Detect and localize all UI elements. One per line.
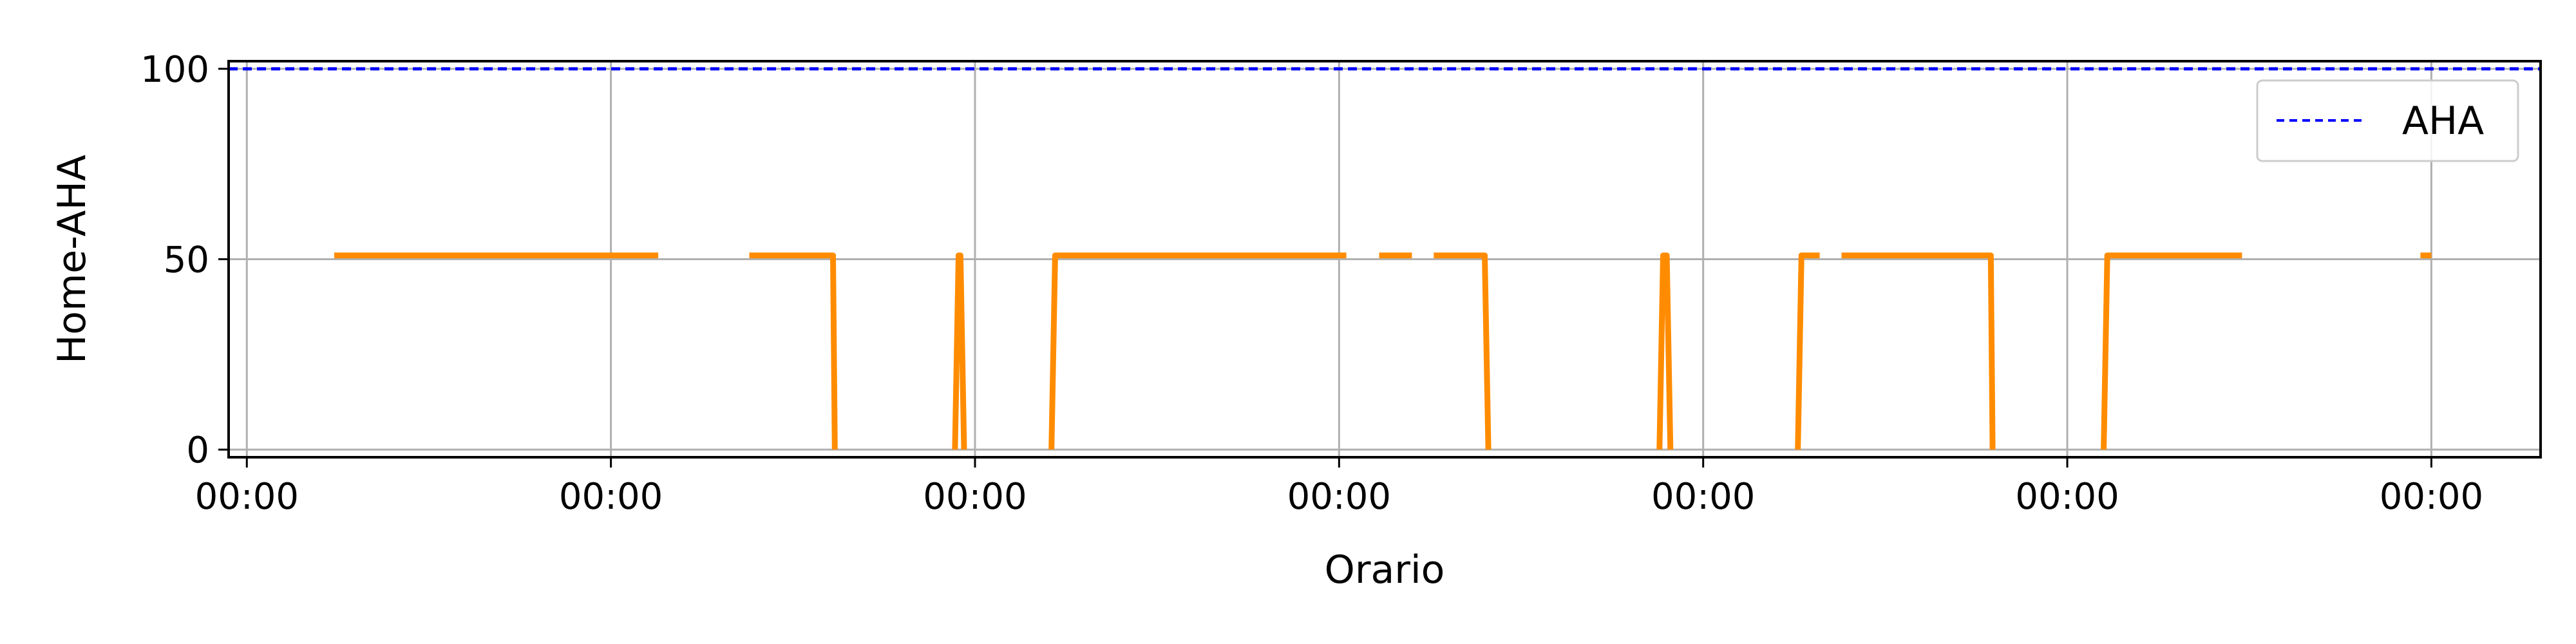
y-axis-label: Home-AHA [50,155,95,364]
y-tick-label: 50 [164,240,209,281]
x-axis-ticks: 00:00 00:00 00:00 00:00 00:00 00:00 00:00 [195,457,2483,518]
series-segment [952,252,967,450]
x-tick-label: 00:00 [2380,476,2483,518]
x-tick-label: 00:00 [1287,476,1391,518]
grid [229,61,2541,457]
x-tick-label: 00:00 [923,476,1027,518]
y-axis-ticks: 0 50 100 [140,49,229,471]
legend-label-aha: AHA [2402,99,2484,144]
series-segment [1434,252,1492,450]
series-segment [1841,252,1996,450]
x-axis-label: Orario [1325,547,1445,592]
legend: AHA [2256,79,2519,162]
y-tick-label: 100 [140,49,209,91]
x-tick-label: 00:00 [1651,476,1755,518]
series-segment [1048,252,1347,450]
series-layer [334,252,2432,450]
series-segment [2101,252,2242,450]
y-tick-label: 0 [186,430,209,471]
x-tick-label: 00:00 [2015,476,2119,518]
x-tick-label: 00:00 [559,476,663,518]
x-tick-label: 00:00 [195,476,299,518]
legend-box [2256,79,2519,162]
series-segment [1656,252,1674,450]
series-segment [749,252,838,450]
series-segment [1795,252,1820,450]
